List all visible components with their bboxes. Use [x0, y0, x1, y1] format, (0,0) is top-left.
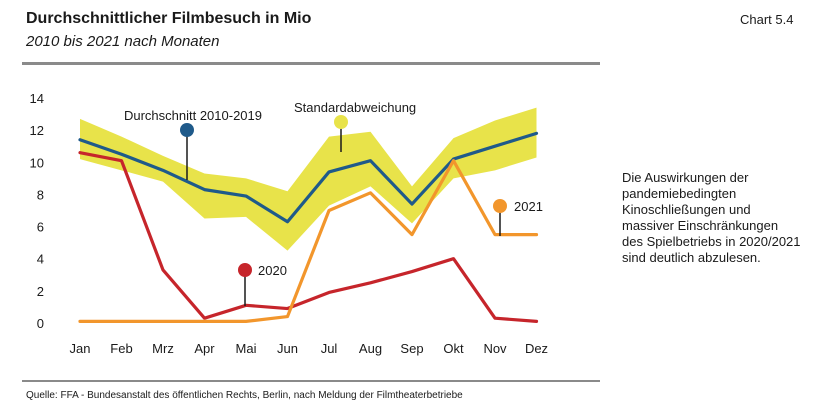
x-tick-label: Jul	[321, 341, 338, 356]
x-tick-label: Nov	[483, 341, 507, 356]
series-line-2	[78, 159, 539, 323]
annotation-label: 2021	[514, 199, 543, 214]
x-tick-label: Sep	[400, 341, 423, 356]
x-tick-label: Aug	[359, 341, 382, 356]
y-tick-label: 8	[37, 187, 44, 202]
x-tick-label: Mai	[236, 341, 257, 356]
annotation-pin-dot	[334, 115, 348, 129]
annotation-label: 2020	[258, 263, 287, 278]
annotation-pin-dot	[493, 199, 507, 213]
source-note: Quelle: FFA - Bundesanstalt des öffentli…	[26, 390, 463, 401]
chart-title: Durchschnittlicher Filmbesuch in Mio	[26, 10, 312, 27]
y-tick-label: 4	[37, 252, 44, 267]
x-tick-label: Apr	[194, 341, 215, 356]
chart-subtitle: 2010 bis 2021 nach Monaten	[26, 33, 220, 50]
y-tick-label: 6	[37, 220, 44, 235]
x-tick-label: Jun	[277, 341, 298, 356]
annotation-label: Standardabweichung	[294, 100, 416, 115]
y-tick-label: 2	[37, 284, 44, 299]
x-tick-label: Feb	[110, 341, 132, 356]
x-tick-label: Mrz	[152, 341, 174, 356]
bottom-rule	[22, 380, 600, 382]
series-line-0	[78, 131, 539, 224]
series-line-1	[78, 151, 539, 323]
chart-number: Chart 5.4	[740, 12, 794, 27]
y-tick-label: 14	[30, 91, 44, 106]
x-tick-label: Dez	[525, 341, 548, 356]
annotation-pin-dot	[180, 123, 194, 137]
x-tick-label: Okt	[443, 341, 464, 356]
std-deviation-band	[80, 107, 537, 251]
y-tick-label: 0	[37, 316, 44, 331]
y-tick-label: 10	[30, 155, 44, 170]
top-rule	[22, 62, 600, 65]
y-tick-label: 12	[30, 123, 44, 138]
chart-note: Die Auswirkungen der pandemiebedingten K…	[622, 170, 801, 265]
annotation-pin-dot	[238, 263, 252, 277]
annotation-label: Durchschnitt 2010-2019	[124, 108, 262, 123]
x-tick-label: Jan	[70, 341, 91, 356]
